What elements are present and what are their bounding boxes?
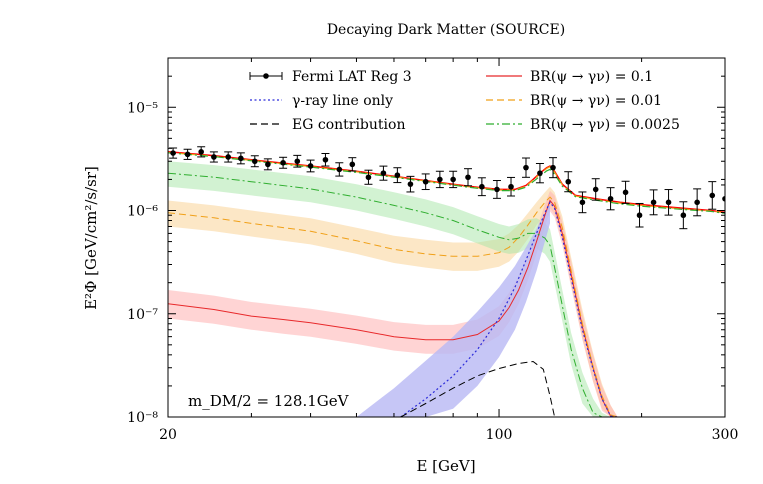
data-point bbox=[322, 156, 329, 163]
series-dm-signal-br-0-1 bbox=[168, 199, 618, 417]
band-ray-line-band bbox=[356, 204, 550, 417]
plot-frame bbox=[167, 57, 726, 418]
data-point bbox=[565, 178, 572, 185]
band-br-0-1-band bbox=[168, 190, 618, 417]
band-br-0-0025-band bbox=[168, 161, 618, 417]
y-tick-label: 10⁻⁸ bbox=[127, 410, 158, 426]
series-dm-signal-br-0-01 bbox=[168, 196, 618, 417]
data-point bbox=[170, 150, 176, 156]
data-point bbox=[550, 164, 556, 171]
legend-label: EG contribution bbox=[292, 117, 405, 133]
axis-ticks: 20 100 300 10⁻⁸ 10⁻⁷ 10⁻⁶ 10⁻⁵ bbox=[127, 58, 738, 443]
x-tick-label: 20 bbox=[159, 427, 177, 443]
y-tick-label: 10⁻⁶ bbox=[127, 204, 158, 220]
data-point bbox=[650, 199, 657, 206]
x-axis-label: E [GeV] bbox=[416, 457, 475, 475]
data-point bbox=[238, 155, 244, 162]
x-tick-label: 300 bbox=[712, 427, 739, 443]
data-point bbox=[465, 174, 471, 181]
data-point bbox=[680, 212, 687, 219]
legend-swatch-point bbox=[263, 73, 269, 79]
series-br-0-0025-total bbox=[168, 152, 725, 214]
chart-title: Decaying Dark Matter (SOURCE) bbox=[327, 22, 565, 38]
legend-label: BR(ψ → γν) = 0.0025 bbox=[530, 117, 680, 133]
legend-label: Fermi LAT Reg 3 bbox=[292, 69, 412, 85]
legend-label: γ-ray line only bbox=[292, 93, 393, 109]
data-point bbox=[380, 170, 387, 176]
data-point bbox=[211, 154, 217, 160]
dm-mass-annotation: m_DM/2 = 128.1GeV bbox=[188, 392, 350, 410]
series-br-0-01-total bbox=[168, 151, 725, 214]
data-point bbox=[607, 195, 614, 202]
data-point bbox=[709, 192, 716, 199]
data-point bbox=[394, 172, 401, 178]
legend: Fermi LAT Reg 3 BR(ψ → γν) = 0.1 γ-ray lin… bbox=[249, 69, 680, 133]
y-axis-label: E²Φ [GeV/cm²/s/sr] bbox=[82, 166, 100, 310]
fermi-data-points bbox=[169, 146, 725, 230]
data-point bbox=[494, 186, 500, 193]
data-point bbox=[422, 178, 429, 185]
data-point bbox=[694, 199, 700, 206]
data-point bbox=[636, 212, 643, 219]
series-eg-contribution bbox=[400, 360, 556, 417]
data-point bbox=[307, 163, 314, 169]
data-point bbox=[537, 170, 543, 176]
data-point bbox=[184, 151, 191, 158]
data-point bbox=[722, 195, 725, 202]
series-dm-signal-br-0-0025 bbox=[168, 172, 618, 417]
data-point bbox=[251, 158, 258, 165]
data-point bbox=[479, 183, 485, 190]
data-point bbox=[336, 166, 343, 173]
data-point bbox=[523, 164, 529, 171]
uncertainty-bands bbox=[168, 161, 618, 417]
legend-label: BR(ψ → γν) = 0.1 bbox=[530, 69, 653, 85]
data-point bbox=[225, 154, 231, 160]
data-point bbox=[280, 159, 286, 166]
series-ray-line-only bbox=[400, 201, 618, 417]
data-point bbox=[294, 158, 301, 165]
data-point bbox=[622, 189, 629, 196]
data-point bbox=[349, 161, 356, 168]
data-point bbox=[508, 183, 514, 190]
data-point bbox=[265, 161, 271, 168]
y-tick-label: 10⁻⁵ bbox=[127, 100, 158, 116]
data-point bbox=[592, 186, 599, 193]
x-tick-label: 100 bbox=[486, 427, 513, 443]
data-point bbox=[579, 199, 586, 206]
data-point bbox=[407, 181, 414, 187]
data-point bbox=[365, 174, 372, 181]
legend-label: BR(ψ → γν) = 0.01 bbox=[530, 93, 662, 109]
data-point bbox=[665, 199, 672, 206]
data-point bbox=[450, 176, 456, 183]
data-point bbox=[437, 176, 443, 183]
y-tick-label: 10⁻⁷ bbox=[127, 307, 158, 323]
data-point bbox=[198, 149, 204, 155]
series-lines bbox=[168, 151, 725, 417]
